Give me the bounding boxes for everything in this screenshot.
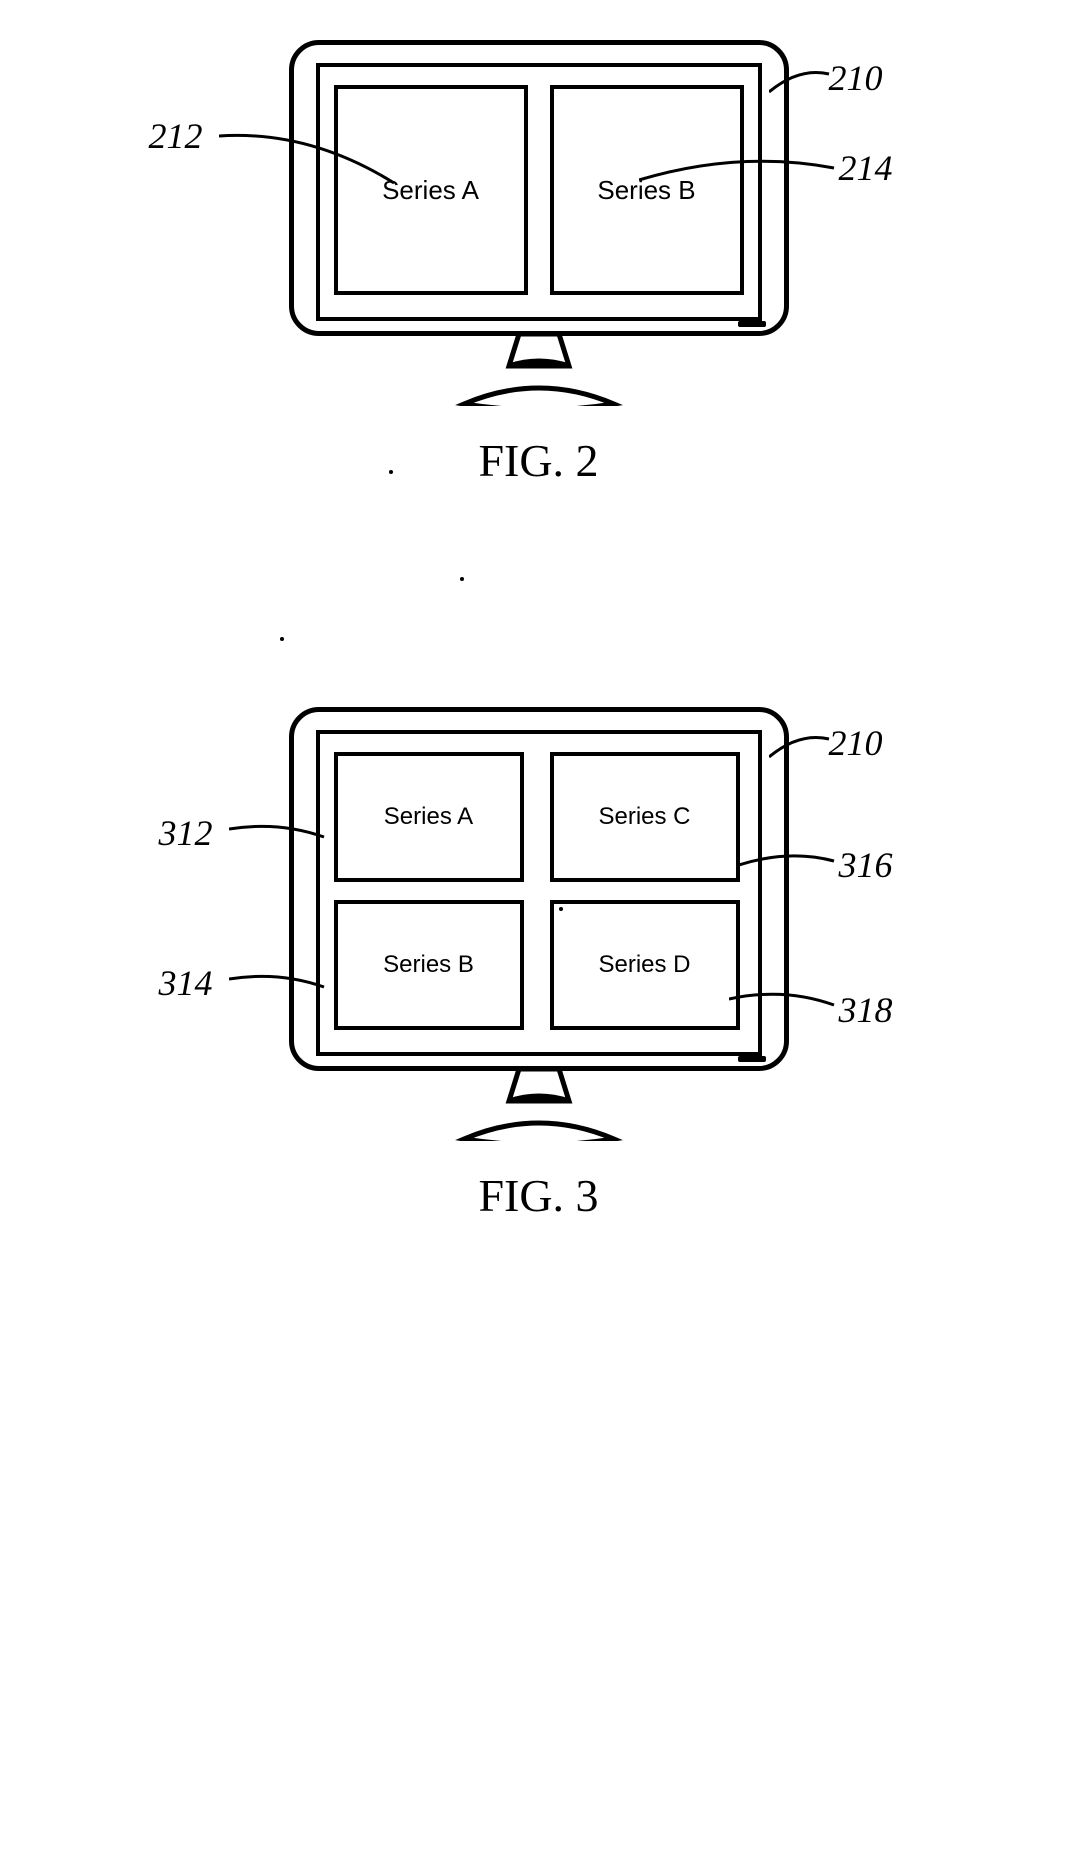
ref-210: 210	[829, 725, 883, 761]
monitor-fig3: Series A Series C Series B Series D	[289, 707, 789, 1141]
pane-series-b: Series B	[550, 85, 744, 295]
monitor-bezel: Series A Series C Series B Series D	[289, 707, 789, 1071]
monitor-fig2: Series A Series B	[289, 40, 789, 406]
monitor-stand	[429, 334, 649, 406]
monitor-screen: Series A Series C Series B Series D	[316, 730, 762, 1056]
figure-caption: FIG. 2	[89, 434, 989, 487]
monitor-led	[738, 1056, 766, 1062]
figure-caption: FIG. 3	[89, 1169, 989, 1222]
ref-316: 316	[839, 847, 893, 883]
ref-314: 314	[159, 965, 213, 1001]
pane-series-c: Series C	[550, 752, 740, 882]
artifact-dot	[280, 637, 284, 641]
artifact-dot	[559, 907, 563, 911]
ref-318: 318	[839, 992, 893, 1028]
monitor-stand	[429, 1069, 649, 1141]
ref-212: 212	[149, 118, 203, 154]
pane-grid: Series A Series C Series B Series D	[334, 752, 744, 1030]
figure-3: Series A Series C Series B Series D 210 …	[89, 707, 989, 1222]
monitor-bezel: Series A Series B	[289, 40, 789, 336]
pane-series-b: Series B	[334, 900, 524, 1030]
monitor-led	[738, 321, 766, 327]
monitor-screen: Series A Series B	[316, 63, 762, 321]
artifact-dot	[460, 577, 464, 581]
ref-210: 210	[829, 60, 883, 96]
figure-2: Series A Series B 210 212 214 FIG. 2	[89, 40, 989, 487]
pane-series-a: Series A	[334, 752, 524, 882]
ref-214: 214	[839, 150, 893, 186]
pane-grid: Series A Series B	[334, 85, 744, 295]
pane-series-d: Series D	[550, 900, 740, 1030]
pane-series-a: Series A	[334, 85, 528, 295]
artifact-dot	[389, 470, 393, 474]
ref-312: 312	[159, 815, 213, 851]
